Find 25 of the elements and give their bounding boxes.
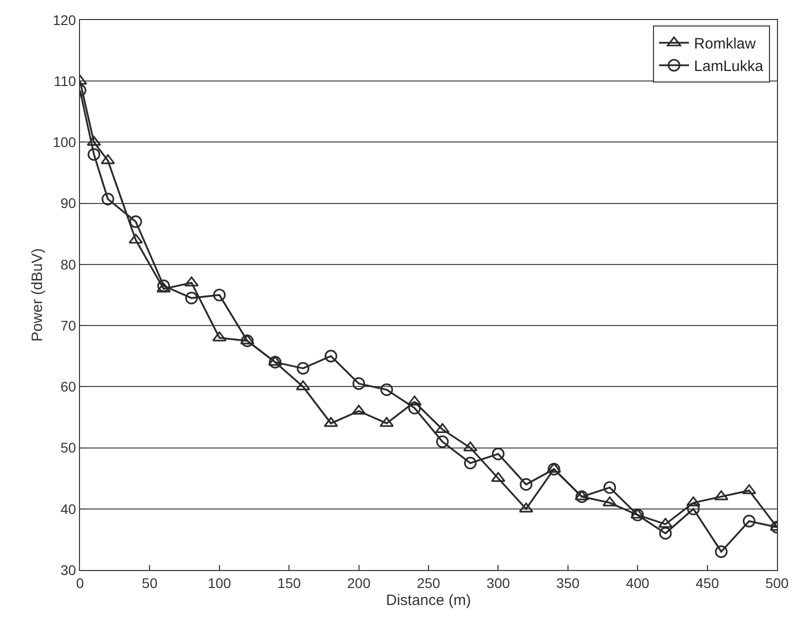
- y-tick-label: 50: [60, 440, 76, 456]
- x-tick-label: 400: [626, 574, 650, 591]
- x-axis-title: Distance (m): [386, 592, 472, 609]
- legend-label: Romklaw: [694, 36, 756, 53]
- y-tick-label: 110: [54, 73, 76, 90]
- x-tick-label: 500: [765, 574, 789, 591]
- y-tick-label: 40: [60, 500, 76, 517]
- x-tick-label: 300: [486, 574, 510, 591]
- y-tick-label: 30: [60, 562, 76, 578]
- legend-label: LamLukka: [694, 58, 764, 76]
- y-axis-title: Power (dBuV): [28, 248, 46, 342]
- x-tick-label: 150: [277, 574, 301, 591]
- y-tick-label: 60: [60, 378, 76, 395]
- x-tick-label: 50: [142, 574, 158, 591]
- x-tick-label: 0: [76, 574, 84, 591]
- y-tick-label: 120: [52, 12, 76, 28]
- y-tick-label: 80: [60, 256, 76, 272]
- y-tick-label: 100: [52, 134, 76, 150]
- x-tick-label: 450: [696, 574, 720, 591]
- x-tick-label: 100: [208, 574, 232, 591]
- y-tick-label: 70: [60, 317, 76, 334]
- x-tick-label: 250: [416, 574, 440, 591]
- x-tick-label: 350: [556, 574, 580, 591]
- y-tick-label: 90: [60, 195, 76, 212]
- x-tick-label: 200: [347, 574, 371, 591]
